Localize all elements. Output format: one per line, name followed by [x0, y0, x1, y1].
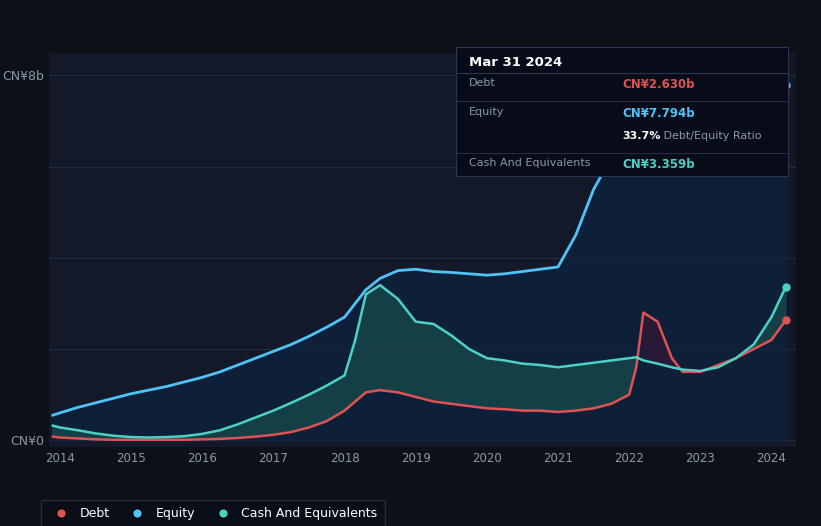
Legend: Debt, Equity, Cash And Equivalents: Debt, Equity, Cash And Equivalents — [40, 500, 385, 526]
Text: 33.7%: 33.7% — [622, 131, 660, 141]
Text: Cash And Equivalents: Cash And Equivalents — [469, 158, 590, 168]
Text: Debt: Debt — [469, 78, 496, 88]
Text: Equity: Equity — [469, 107, 504, 117]
Text: Debt/Equity Ratio: Debt/Equity Ratio — [660, 131, 762, 141]
Text: CN¥7.794b: CN¥7.794b — [622, 107, 695, 119]
Text: Mar 31 2024: Mar 31 2024 — [469, 56, 562, 69]
Text: CN¥2.630b: CN¥2.630b — [622, 78, 695, 92]
Text: CN¥3.359b: CN¥3.359b — [622, 158, 695, 171]
